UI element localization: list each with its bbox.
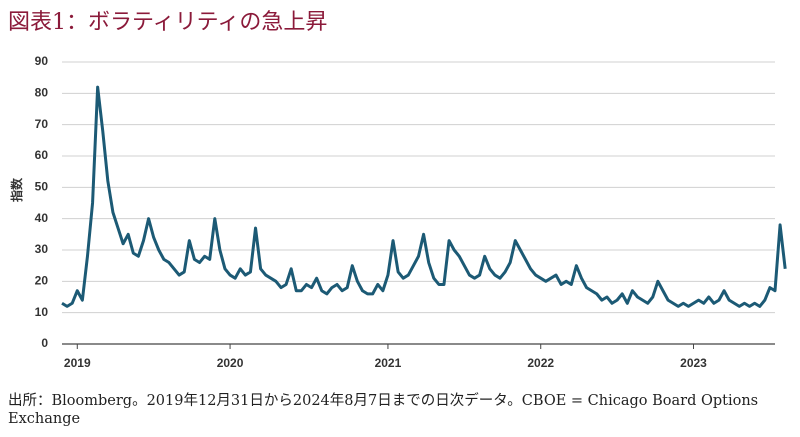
y-tick-label: 10 [35,305,49,319]
y-tick-label: 70 [35,117,49,131]
chart: 指数 0 10 20 30 40 50 60 70 80 90 2019 2020 2021 2022 20… [9,54,787,370]
x-tick-label: 2020 [217,356,244,370]
y-tick-label: 60 [35,148,49,162]
line-series [61,85,787,308]
x-tick-label: 2021 [375,356,402,370]
y-axis-label: 指数 [9,177,24,202]
y-tick-label: 80 [35,86,49,100]
y-tick-label: 30 [35,242,49,256]
chart-title: 図表1：ボラティリティの急上昇 [8,10,328,35]
y-tick-label: 50 [35,180,49,194]
x-tick-label: 2019 [64,356,91,370]
x-tick-label: 2022 [527,356,554,370]
y-tick-label: 90 [35,54,49,68]
y-tick-label: 20 [35,274,49,288]
y-tick-label: 0 [41,336,48,350]
y-tick-label: 40 [35,211,49,225]
source-note: 出所：Bloomberg。2019年12月31日から2024年8月7日までの日次… [8,393,759,427]
x-tick-label: 2023 [680,356,707,370]
